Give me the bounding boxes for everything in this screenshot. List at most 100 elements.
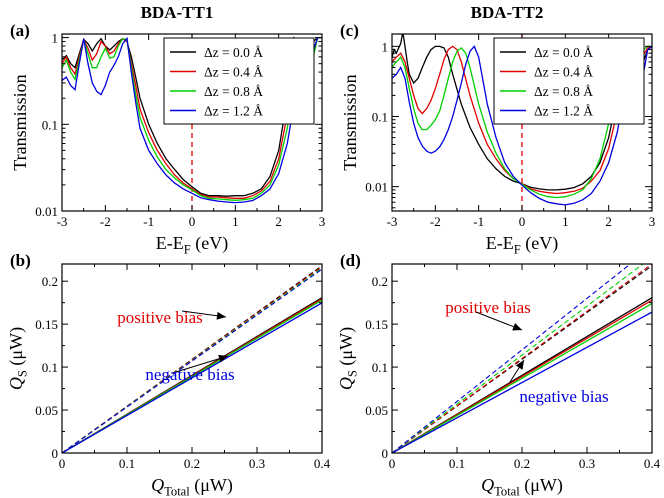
ytick-label-c-1: 0.1 — [372, 110, 388, 125]
xlabel-d-main: Q — [481, 475, 494, 495]
annotation-arrow-head-b-0 — [216, 311, 226, 320]
annotations-b: positive bias negative bias — [117, 308, 234, 384]
legend-c: Δz = 0.0 Å Δz = 0.4 Å Δz = 0.8 Å Δz = 1.2 Å — [493, 37, 645, 125]
dashed-line-d-0 — [392, 265, 652, 453]
dashed-line-b-3 — [62, 268, 322, 453]
xtick-label-c-2: -1 — [473, 214, 484, 229]
legend-label-a-2: Δz = 0.8 Å — [204, 84, 263, 99]
title-bda-tt1: BDA-TT1 — [141, 3, 214, 22]
ylabel-b-main: Q — [6, 377, 26, 390]
ytick-label-d-4: 0.2 — [372, 274, 388, 289]
legend-label-c-3: Δz = 1.2 Å — [534, 104, 593, 119]
xtick-label-c-3: 0 — [519, 214, 526, 229]
panel-label-c: (c) — [340, 21, 359, 40]
xtick-label-a-5: 2 — [275, 214, 282, 229]
xtick-label-a-6: 3 — [319, 214, 326, 229]
legend-label-c-1: Δz = 0.4 Å — [534, 65, 593, 80]
xtick-label-a-1: -2 — [100, 214, 111, 229]
xlabel-b-tail: (μW) — [190, 475, 233, 496]
ytick-label-a-1: 0.1 — [42, 117, 58, 132]
xlabel-a-sub: F — [184, 243, 191, 257]
panel-b: 0 0.1 0.2 0.3 0.400.050.10.150.2QS (μW)QTota… — [6, 251, 331, 498]
panel-label-a: (a) — [10, 21, 30, 40]
legend-a: Δz = 0.0 Å Δz = 0.4 Å Δz = 0.8 Å Δz = 1.2 Å — [163, 37, 315, 125]
xlabel-d: QTotal (μW) — [481, 475, 563, 498]
title-bda-tt2: BDA-TT2 — [471, 3, 544, 22]
ytick-label-b-4: 0.2 — [42, 274, 58, 289]
xtick-label-b-0: 0 — [59, 456, 66, 471]
xtick-label-b-2: 0.2 — [184, 456, 200, 471]
solid-line-b-3 — [62, 302, 322, 453]
xlabel-d-tail: (μW) — [520, 475, 563, 496]
ylabel-c: Transmission — [340, 74, 360, 170]
xtick-label-b-3: 0.3 — [249, 456, 265, 471]
dashed-line-d-1 — [392, 264, 652, 453]
ylabel-d-main: Q — [336, 377, 356, 390]
ytick-label-d-2: 0.1 — [372, 360, 388, 375]
ytick-label-a-0: 0.01 — [35, 204, 58, 219]
xlabel-c: E-EF (eV) — [486, 233, 558, 257]
annotations-d: positive bias negative bias — [445, 298, 608, 406]
dashed-line-b-2 — [62, 267, 322, 453]
positive-bias-label-d: positive bias — [445, 298, 530, 317]
xtick-label-d-1: 0.1 — [449, 456, 465, 471]
dashed-line-b-1 — [62, 266, 322, 453]
xtick-label-c-4: 1 — [562, 214, 569, 229]
positive-bias-label-b: positive bias — [117, 308, 202, 327]
series-group-d — [392, 264, 652, 453]
ylabel-b: QS (μW) — [6, 327, 30, 390]
ytick-label-c-0: 0.01 — [365, 180, 388, 195]
xlabel-a-tail: (eV) — [191, 233, 228, 254]
xlabel-c-main: E-E — [486, 233, 514, 253]
annotation-arrow-head-b-1 — [218, 354, 228, 363]
negative-bias-label-b: negative bias — [145, 365, 234, 384]
xtick-label-a-2: -1 — [143, 214, 154, 229]
xtick-label-b-1: 0.1 — [119, 456, 135, 471]
xlabel-b-main: Q — [151, 475, 164, 495]
xlabel-a-main: E-E — [156, 233, 184, 253]
panel-label-d: (d) — [340, 251, 361, 270]
annotation-arrow-shaft-b-1 — [175, 355, 229, 373]
panel-label-b: (b) — [10, 251, 31, 270]
ylabel-d-sub: S — [346, 370, 360, 377]
ytick-label-c-2: 1 — [382, 39, 389, 54]
xlabel-b: QTotal (μW) — [151, 475, 233, 498]
ytick-label-b-2: 0.1 — [42, 360, 58, 375]
xlabel-a: E-EF (eV) — [156, 233, 228, 257]
legend-label-a-1: Δz = 0.4 Å — [204, 65, 263, 80]
ytick-label-d-3: 0.15 — [365, 317, 388, 332]
xlabel-c-tail: (eV) — [521, 233, 558, 254]
xlabel-c-sub: F — [514, 243, 521, 257]
negative-bias-label-d: negative bias — [519, 387, 608, 406]
legend-label-a-0: Δz = 0.0 Å — [204, 45, 263, 60]
legend-label-c-2: Δz = 0.8 Å — [534, 84, 593, 99]
annotation-arrow-head-d-0 — [512, 322, 522, 331]
xtick-label-c-1: -2 — [430, 214, 441, 229]
xtick-label-d-3: 0.3 — [579, 456, 595, 471]
ytick-label-d-1: 0.05 — [365, 403, 388, 418]
ytick-label-b-1: 0.05 — [35, 403, 58, 418]
ylabel-a: Transmission — [10, 74, 30, 170]
annotation-arrow-head-d-1 — [515, 360, 524, 370]
ytick-label-b-0: 0 — [52, 446, 59, 461]
ylabel-b-tail: (μW) — [6, 327, 27, 370]
xtick-label-b-4: 0.4 — [314, 456, 331, 471]
legend-label-c-0: Δz = 0.0 Å — [534, 45, 593, 60]
series-group-b — [62, 265, 322, 453]
legend-label-a-3: Δz = 1.2 Å — [204, 104, 263, 119]
xlabel-d-sub: Total — [494, 485, 520, 498]
xtick-label-d-2: 0.2 — [514, 456, 530, 471]
ylabel-b-sub: S — [16, 370, 30, 377]
solid-line-d-2 — [392, 302, 652, 453]
xtick-label-d-0: 0 — [389, 456, 396, 471]
solid-line-d-3 — [392, 311, 652, 453]
xtick-label-a-4: 1 — [232, 214, 239, 229]
xtick-label-c-6: 3 — [649, 214, 656, 229]
xtick-label-d-4: 0.4 — [644, 456, 661, 471]
dashed-line-d-3 — [392, 264, 632, 453]
ytick-label-d-0: 0 — [382, 446, 389, 461]
dashed-line-d-2 — [392, 264, 644, 453]
xtick-label-a-0: -3 — [57, 214, 68, 229]
